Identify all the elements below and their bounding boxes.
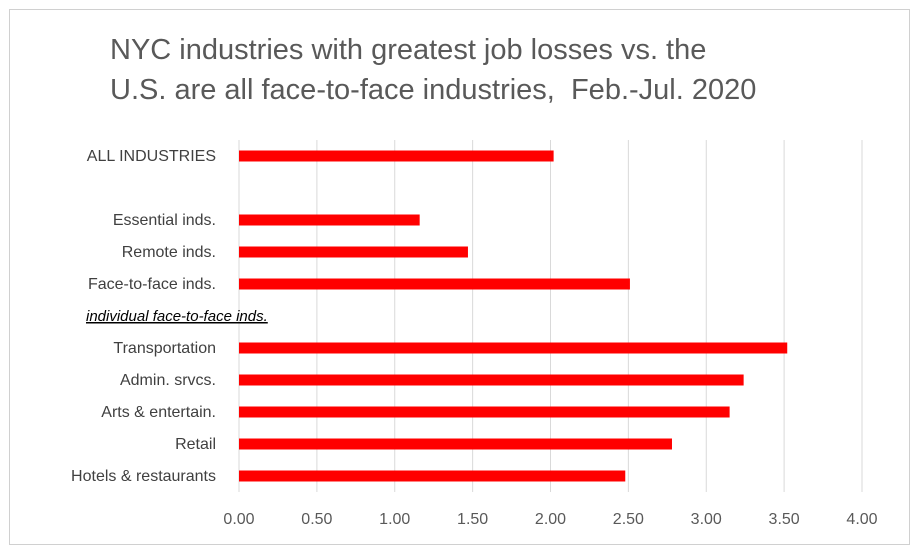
bar	[239, 342, 788, 354]
bar	[239, 470, 626, 482]
category-label: Essential inds.	[113, 212, 216, 229]
category-label: Remote inds.	[122, 244, 216, 261]
x-tick-label: 2.50	[613, 511, 644, 528]
section-label: individual face-to-face inds.	[86, 308, 268, 325]
category-label: Retail	[175, 436, 216, 453]
bar	[239, 278, 630, 290]
category-label: Admin. srvcs.	[120, 372, 216, 389]
x-tick-label: 3.50	[769, 511, 800, 528]
x-tick-label: 1.50	[457, 511, 488, 528]
category-label: Face-to-face inds.	[88, 276, 216, 293]
category-label: Transportation	[113, 340, 216, 357]
chart-title-line-2: U.S. are all face-to-face industries, Fe…	[110, 74, 757, 106]
bar	[239, 214, 420, 226]
category-label: ALL INDUSTRIES	[87, 148, 216, 165]
chart-title-line-1: NYC industries with greatest job losses …	[110, 34, 707, 66]
category-label: Hotels & restaurants	[71, 468, 216, 485]
bar	[239, 150, 554, 162]
bar	[239, 438, 672, 450]
bar	[239, 246, 468, 258]
x-tick-label: 0.50	[301, 511, 332, 528]
bar	[239, 374, 744, 386]
category-label: Arts & entertain.	[101, 404, 216, 421]
x-tick-label: 3.00	[691, 511, 722, 528]
chart-frame	[9, 9, 910, 545]
bar	[239, 406, 730, 418]
chart-title: NYC industries with greatest job losses …	[110, 30, 870, 110]
x-tick-label: 2.00	[535, 511, 566, 528]
x-tick-label: 1.00	[379, 511, 410, 528]
x-tick-label: 4.00	[846, 511, 877, 528]
x-tick-label: 0.00	[223, 511, 254, 528]
